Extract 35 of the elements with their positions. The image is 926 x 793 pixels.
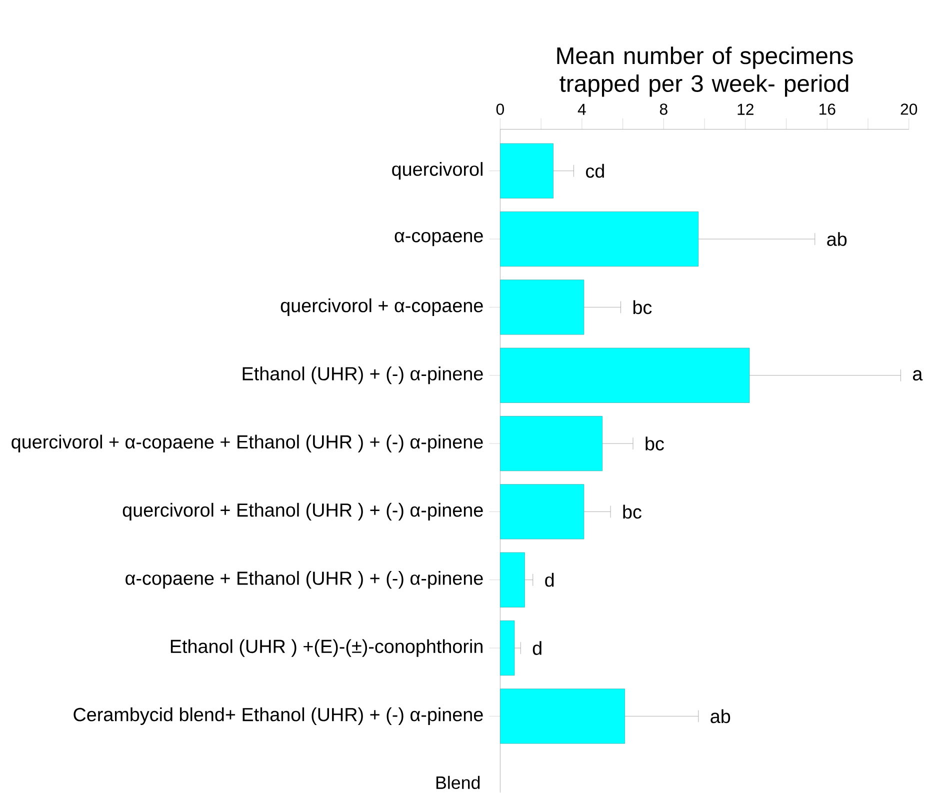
x-tick-label: 4: [578, 104, 586, 115]
bar: [500, 484, 584, 540]
y-tick-label: α-copaene: [394, 232, 483, 246]
bar: [500, 143, 554, 199]
annotation: ab: [827, 232, 847, 246]
x-axis-title: Mean number of specimens trapped per 3 week- period: [557, 46, 853, 97]
y-tick-label: Ethanol (UHR ) +(E)-(±)-conophthorin: [170, 639, 482, 657]
annotation: bc: [623, 504, 642, 519]
annotation: ab: [710, 709, 730, 724]
x-tick-label: 0: [496, 104, 504, 115]
x-tick-label: 16: [820, 104, 836, 115]
annotation: d: [545, 573, 554, 587]
y-tick-label: Cerambycid blend+ Ethanol (UHR) + (-) α-pinene: [74, 708, 483, 726]
annotation: d: [532, 641, 542, 656]
annotation: cd: [586, 164, 604, 178]
annotation: bc: [646, 436, 664, 451]
bar: [500, 416, 603, 472]
y-tick-label: Ethanol (UHR) + (-) α-pinene: [242, 366, 483, 384]
y-tick-label: quercivorol: [392, 162, 482, 180]
bar: [500, 212, 699, 267]
bar: [500, 280, 584, 335]
bar: [500, 552, 525, 608]
x-tick-label: 12: [738, 104, 754, 115]
annotation: a: [912, 370, 923, 381]
y-tick-label: quercivorol + α-copaene: [280, 298, 483, 316]
y-tick-label: quercivorol + α-copaene + Ethanol (UHR ) + (-) α-pinene: [12, 434, 483, 452]
y-tick-label: α-copaene + Ethanol (UHR ) + (-) α-pinene: [126, 571, 483, 589]
annotation: bc: [633, 300, 652, 314]
bar: [500, 688, 626, 744]
bar: [500, 348, 750, 404]
x-tick-label: 20: [900, 104, 918, 115]
x-tick-label: 8: [660, 104, 668, 115]
bar: [500, 620, 515, 676]
y-axis-title: Blend: [436, 776, 480, 790]
y-tick-label: quercivorol + Ethanol (UHR ) + (-) α-pinene: [122, 503, 483, 521]
